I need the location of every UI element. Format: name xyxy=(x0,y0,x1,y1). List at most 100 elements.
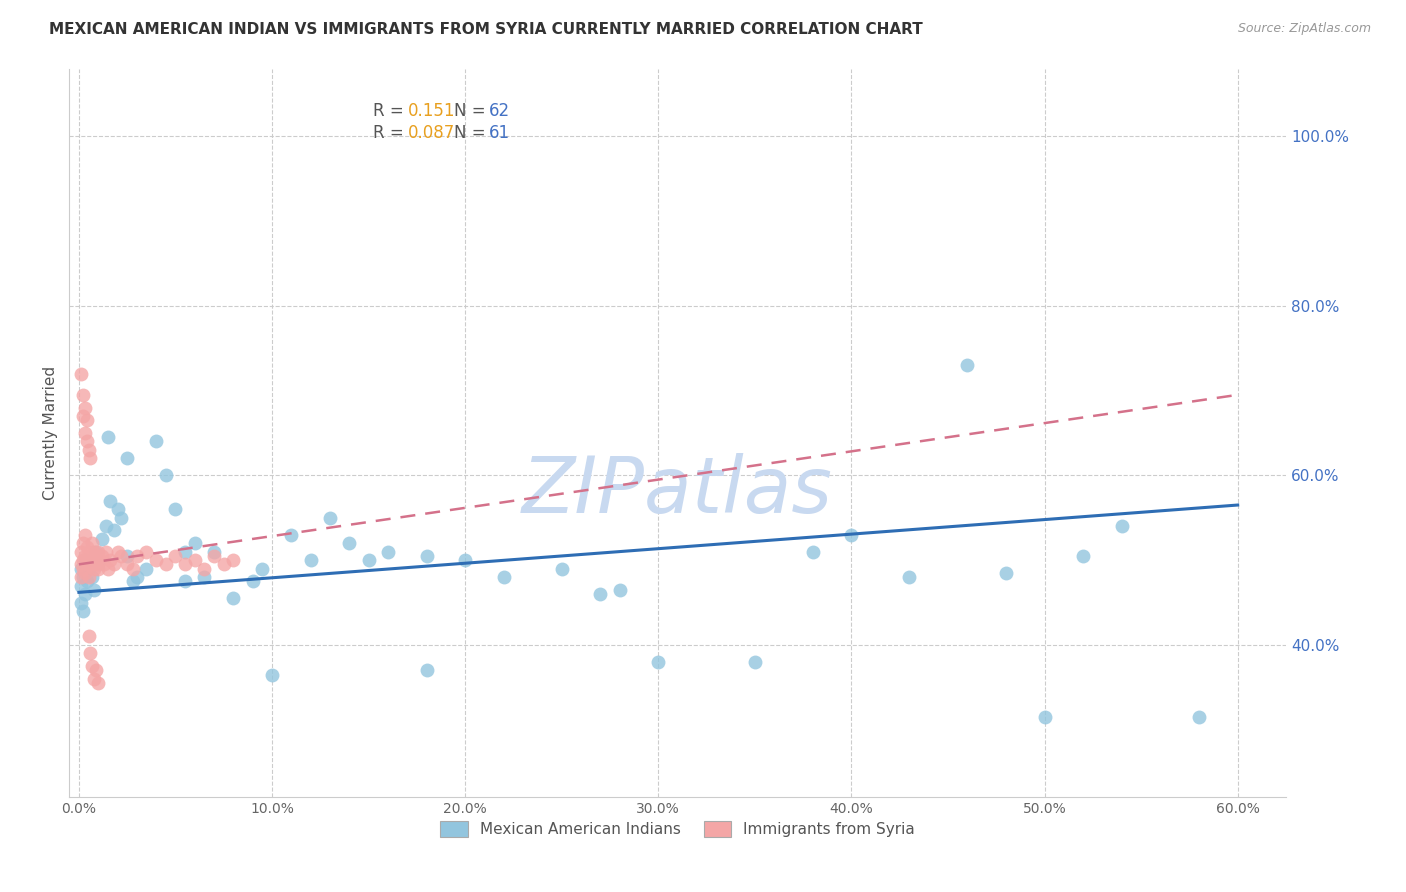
Point xyxy=(122,561,145,575)
Point xyxy=(647,655,669,669)
Point xyxy=(155,468,177,483)
Point xyxy=(73,425,96,440)
Point xyxy=(110,549,132,563)
Point xyxy=(125,549,148,563)
Point xyxy=(76,413,98,427)
Point xyxy=(69,570,91,584)
Point xyxy=(72,561,94,575)
Point xyxy=(155,558,177,572)
Point xyxy=(454,553,477,567)
Text: MEXICAN AMERICAN INDIAN VS IMMIGRANTS FROM SYRIA CURRENTLY MARRIED CORRELATION C: MEXICAN AMERICAN INDIAN VS IMMIGRANTS FR… xyxy=(49,22,922,37)
Point xyxy=(174,544,197,558)
Point xyxy=(84,549,107,563)
Point xyxy=(115,451,138,466)
Text: R =: R = xyxy=(373,102,404,120)
Point xyxy=(69,561,91,575)
Point xyxy=(1188,710,1211,724)
Point xyxy=(73,566,96,580)
Point xyxy=(89,553,111,567)
Text: 0.151: 0.151 xyxy=(408,102,456,120)
Point xyxy=(91,549,114,563)
Point xyxy=(193,561,215,575)
Point xyxy=(82,659,104,673)
Text: 61: 61 xyxy=(489,124,510,142)
Point xyxy=(87,544,110,558)
Point xyxy=(415,549,437,563)
Text: R =: R = xyxy=(373,124,404,142)
Point xyxy=(184,553,207,567)
Point xyxy=(135,544,157,558)
Point xyxy=(103,524,125,538)
Point xyxy=(77,553,100,567)
Point xyxy=(1111,519,1133,533)
Point xyxy=(280,527,302,541)
Point xyxy=(73,553,96,567)
Point xyxy=(94,544,117,558)
Point xyxy=(76,558,98,572)
Legend: Mexican American Indians, Immigrants from Syria: Mexican American Indians, Immigrants fro… xyxy=(433,814,922,845)
Point xyxy=(145,553,167,567)
Point xyxy=(72,388,94,402)
Point xyxy=(69,367,91,381)
Point xyxy=(77,544,100,558)
Point xyxy=(107,502,129,516)
Point xyxy=(107,544,129,558)
Point xyxy=(84,544,107,558)
Point xyxy=(299,553,322,567)
Point xyxy=(69,595,91,609)
Point xyxy=(122,574,145,589)
Point xyxy=(73,587,96,601)
Text: 0.087: 0.087 xyxy=(408,124,454,142)
Point xyxy=(492,570,515,584)
Point xyxy=(76,574,98,589)
Point xyxy=(73,401,96,415)
Point xyxy=(83,672,105,686)
Point xyxy=(84,663,107,677)
Point xyxy=(589,587,612,601)
Point xyxy=(841,527,863,541)
Y-axis label: Currently Married: Currently Married xyxy=(44,366,58,500)
Point xyxy=(79,558,101,572)
Point xyxy=(87,558,110,572)
Text: N =: N = xyxy=(454,124,485,142)
Point xyxy=(72,570,94,584)
Point xyxy=(145,434,167,449)
Point xyxy=(994,566,1017,580)
Point xyxy=(77,570,100,584)
Point xyxy=(73,549,96,563)
Point xyxy=(77,442,100,457)
Point xyxy=(165,502,187,516)
Point xyxy=(79,558,101,572)
Point xyxy=(222,591,245,606)
Point xyxy=(222,553,245,567)
Point xyxy=(79,549,101,563)
Point xyxy=(898,570,921,584)
Point xyxy=(551,561,574,575)
Point xyxy=(110,510,132,524)
Point xyxy=(97,430,120,444)
Point xyxy=(135,561,157,575)
Point xyxy=(91,532,114,546)
Point xyxy=(956,358,979,372)
Point xyxy=(84,558,107,572)
Point xyxy=(103,558,125,572)
Point xyxy=(174,558,197,572)
Point xyxy=(1071,549,1094,563)
Point xyxy=(357,553,380,567)
Point xyxy=(83,582,105,597)
Point xyxy=(801,544,824,558)
Point xyxy=(72,604,94,618)
Point xyxy=(76,541,98,555)
Point xyxy=(69,578,91,592)
Point xyxy=(87,676,110,690)
Point xyxy=(377,544,399,558)
Point xyxy=(115,549,138,563)
Point xyxy=(72,409,94,423)
Point xyxy=(79,451,101,466)
Point xyxy=(98,553,121,567)
Point xyxy=(319,510,342,524)
Point xyxy=(83,544,105,558)
Point xyxy=(94,519,117,533)
Point xyxy=(242,574,264,589)
Point xyxy=(69,544,91,558)
